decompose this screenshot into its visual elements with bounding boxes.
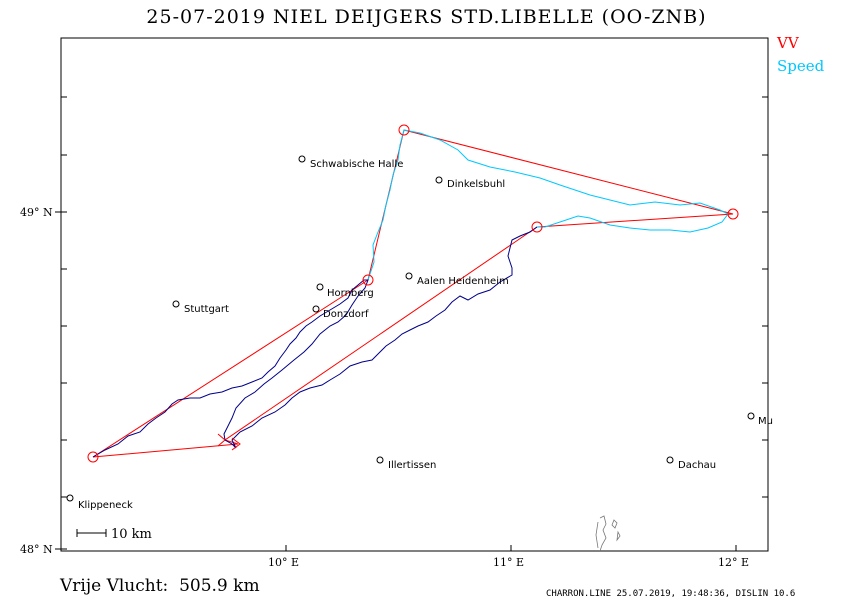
- lon-label-10: 10° E: [268, 556, 299, 569]
- label-donzdorf: Donzdorf: [323, 309, 369, 320]
- label-aalen-heidenheim: Aalen Heidenheim: [417, 276, 509, 287]
- marker-aalen-heidenheim: [405, 272, 413, 280]
- turnpoint-3: [727, 208, 739, 220]
- finish-marker: [217, 433, 241, 451]
- turnpoint-start: [87, 451, 99, 463]
- map-frame: [60, 37, 769, 552]
- label-klippeneck: Klippeneck: [78, 500, 133, 511]
- scale-bar: [76, 529, 107, 537]
- label-illertissen: Illertissen: [388, 460, 436, 471]
- left-axis-ticks: [55, 96, 67, 550]
- speed-trace: [367, 129, 729, 281]
- marker-hornberg: [316, 283, 324, 291]
- lat-label-48: 48° N: [20, 543, 53, 556]
- turnpoint-1: [362, 274, 374, 286]
- label-dachau: Dachau: [678, 460, 716, 471]
- label-mu: Mu: [758, 416, 773, 427]
- marker-stuttgart: [172, 300, 180, 308]
- marker-donzdorf: [312, 305, 320, 313]
- task-line: [92, 129, 734, 458]
- marker-dinkelsbuhl: [435, 176, 443, 184]
- scale-bar-label: 10 km: [111, 527, 152, 542]
- flight-track: [92, 226, 538, 458]
- distance-readout: Vrije Vlucht: 505.9 km: [60, 576, 260, 596]
- marker-illertissen: [376, 456, 384, 464]
- lake-outline: [595, 515, 621, 552]
- lon-label-11: 11° E: [493, 556, 524, 569]
- marker-schwabische-halle: [298, 155, 306, 163]
- place-markers: [66, 155, 755, 502]
- label-stuttgart: Stuttgart: [184, 304, 229, 315]
- turnpoint-2: [398, 124, 410, 136]
- lat-label-49: 49° N: [20, 206, 53, 219]
- lon-label-12: 12° E: [718, 556, 749, 569]
- label-schwabische-halle: Schwabische Halle: [310, 159, 403, 170]
- map-title: 25-07-2019 NIEL DEIJGERS STD.LIBELLE (OO…: [146, 6, 707, 28]
- marker-mu: [747, 412, 755, 420]
- turnpoint-4: [531, 221, 543, 233]
- label-dinkelsbuhl: Dinkelsbuhl: [447, 179, 505, 190]
- label-hornberg: Hornberg: [327, 288, 374, 299]
- marker-klippeneck: [66, 494, 74, 502]
- legend-vv: VV: [777, 34, 799, 52]
- footer-info: CHARRON.LINE 25.07.2019, 19:48:36, DISLI…: [546, 589, 796, 599]
- right-axis-ticks: [762, 96, 768, 498]
- bottom-axis-ticks: [285, 545, 737, 551]
- legend-speed: Speed: [777, 57, 825, 75]
- marker-dachau: [666, 456, 674, 464]
